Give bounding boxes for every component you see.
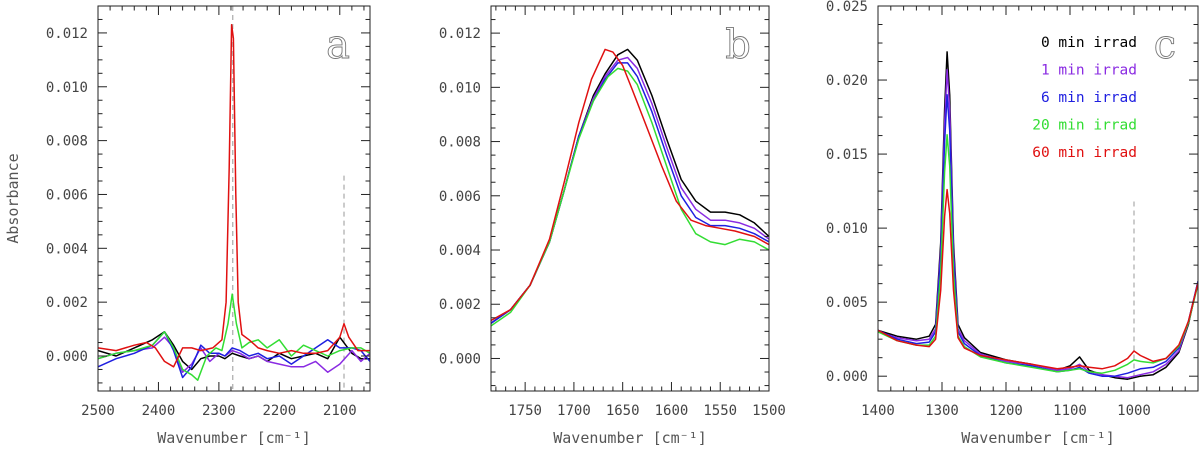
- y-axis-title: Absorbance: [4, 153, 22, 243]
- plot-frame: [490, 5, 770, 392]
- y-tick-label: 0.005: [826, 295, 868, 311]
- series-line-0-min: [878, 51, 1198, 380]
- series-line-60-min: [878, 188, 1198, 370]
- plot-frame: [877, 5, 1199, 392]
- y-tick-label: 0.008: [46, 134, 88, 150]
- x-tick-label: 1600: [655, 403, 689, 419]
- x-tick-label: 1500: [752, 403, 786, 419]
- panel-letter: c: [1154, 22, 1176, 68]
- y-tick-label: 0.010: [439, 80, 481, 96]
- legend-entry: 1 min irrad: [1041, 63, 1137, 79]
- x-axis-title: Wavenumber [cm⁻¹]: [961, 429, 1115, 447]
- y-tick-label: 0.006: [439, 189, 481, 205]
- x-tick-label: 2100: [323, 403, 357, 419]
- x-tick-label: 1100: [1053, 403, 1087, 419]
- x-tick-label: 2200: [262, 403, 296, 419]
- series-line-60-min: [491, 48, 769, 322]
- x-tick-label: 1750: [508, 403, 542, 419]
- y-tick-label: 0.002: [46, 295, 88, 311]
- series-line-0-min: [491, 48, 769, 324]
- panel-b: 1750 1700 1650 1600 1550 1500 0.000 0.002 0.004 0…: [439, 5, 786, 447]
- y-tick-label: 0.010: [826, 221, 868, 237]
- series-line-6-min: [878, 94, 1198, 377]
- series-line-20-min: [491, 67, 769, 327]
- y-tick-label: 0.004: [439, 243, 481, 259]
- x-tick-label: 1200: [989, 403, 1023, 419]
- series-line-1-min: [491, 56, 769, 324]
- y-tick-label: 0.008: [439, 135, 481, 151]
- y-tick-label: 0.002: [439, 297, 481, 313]
- x-tick-label: 2300: [202, 403, 236, 419]
- x-tick-label: 1000: [1117, 403, 1151, 419]
- y-tick-label: 0.010: [46, 80, 88, 96]
- y-tick-label: 0.012: [439, 26, 481, 42]
- series-line-6-min: [491, 62, 769, 324]
- y-tick-label: 0.012: [46, 26, 88, 42]
- y-tick-label: 0.000: [46, 349, 88, 365]
- x-tick-label: 2500: [81, 403, 115, 419]
- legend-entry: 6 min irrad: [1041, 90, 1137, 106]
- x-tick-label: 1400: [861, 403, 895, 419]
- x-tick-label: 1550: [703, 403, 737, 419]
- series-line-1-min: [98, 336, 370, 373]
- legend-entry: 20 min irrad: [1032, 118, 1137, 134]
- x-tick-label: 2400: [142, 403, 176, 419]
- y-tick-label: 0.000: [826, 369, 868, 385]
- panel-letter: a: [326, 22, 350, 68]
- x-axis-title: Wavenumber [cm⁻¹]: [157, 429, 311, 447]
- panel-c: 1400 1300 1200 1100 1000 0.000 0.005 0.010 0.015…: [826, 0, 1199, 447]
- y-tick-label: 0.006: [46, 187, 88, 203]
- y-tick-label: 0.025: [826, 0, 868, 15]
- y-tick-label: 0.004: [46, 241, 88, 257]
- panel-letter: b: [725, 22, 751, 68]
- legend-entry: 60 min irrad: [1032, 145, 1137, 161]
- panel-a: 2500 2400 2300 2200 2100 0.000 0.002 0.004 0.006…: [4, 5, 371, 447]
- series-line-60-min: [98, 24, 370, 368]
- plot-frame: [97, 5, 371, 392]
- y-tick-label: 0.000: [439, 351, 481, 367]
- series-line-20-min: [878, 134, 1198, 374]
- y-tick-label: 0.015: [826, 147, 868, 163]
- x-tick-label: 1650: [606, 403, 640, 419]
- series-line-1-min: [878, 68, 1198, 379]
- x-tick-label: 1300: [925, 403, 959, 419]
- legend-entry: 0 min irrad: [1041, 35, 1137, 51]
- x-axis-title: Wavenumber [cm⁻¹]: [553, 429, 707, 447]
- series-line-20-min: [98, 293, 370, 381]
- y-tick-label: 0.020: [826, 73, 868, 89]
- x-tick-label: 1700: [557, 403, 591, 419]
